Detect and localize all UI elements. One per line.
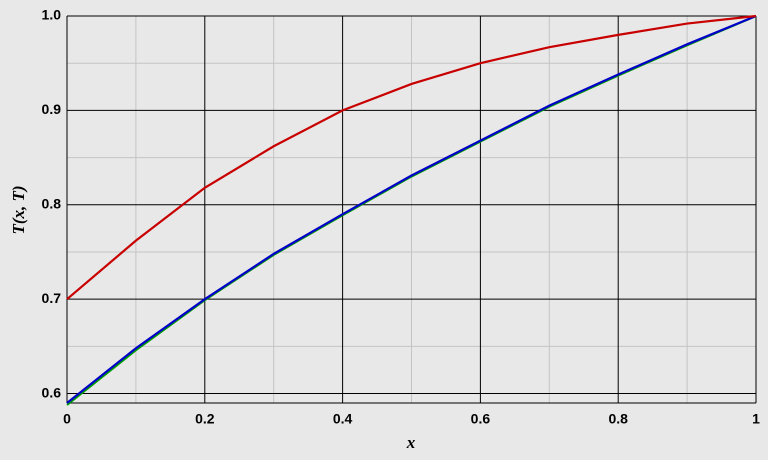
x-tick-label: 1 (752, 411, 760, 427)
x-axis-label: x (406, 433, 416, 452)
x-tick-label: 0.2 (195, 411, 215, 427)
y-tick-label: 0.7 (42, 290, 62, 306)
y-tick-label: 0.8 (42, 195, 62, 211)
line-series (66, 14, 757, 301)
y-tick-label: 1.0 (42, 7, 62, 23)
x-tick-label: 0.8 (608, 411, 628, 427)
y-tick-label: 0.6 (42, 384, 62, 400)
x-tick-label: 0 (63, 411, 71, 427)
line-series (66, 14, 757, 404)
x-tick-label: 0.4 (333, 411, 353, 427)
y-tick-label: 0.9 (42, 101, 62, 117)
x-tick-label: 0.6 (471, 411, 491, 427)
y-axis-label: T(x, T) (9, 185, 28, 234)
